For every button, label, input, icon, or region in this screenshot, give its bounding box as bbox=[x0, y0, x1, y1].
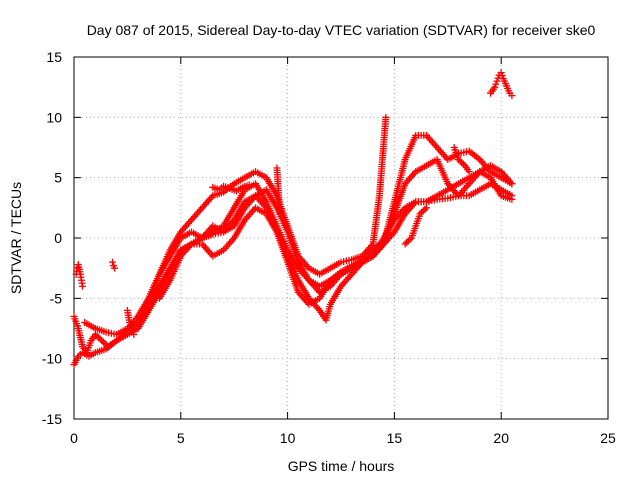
series-segment-3 bbox=[123, 306, 138, 339]
y-tick-label: -5 bbox=[50, 290, 63, 306]
data-point bbox=[493, 77, 501, 85]
data-point bbox=[382, 113, 390, 121]
data-point bbox=[508, 192, 516, 200]
series-track-e bbox=[155, 156, 516, 302]
data-marker bbox=[127, 321, 135, 329]
data-marker bbox=[421, 205, 429, 213]
data-marker bbox=[492, 80, 500, 88]
data-point bbox=[91, 331, 99, 339]
data-marker bbox=[404, 237, 412, 245]
data-point bbox=[416, 210, 424, 218]
data-point bbox=[128, 325, 136, 332]
data-marker bbox=[459, 160, 467, 168]
data-point bbox=[276, 210, 284, 218]
y-tick-label: 0 bbox=[54, 230, 62, 246]
y-tick-label: -15 bbox=[42, 411, 62, 427]
data-point bbox=[111, 264, 119, 272]
series-segment-8 bbox=[450, 144, 473, 176]
y-tick-label: 10 bbox=[46, 109, 62, 125]
data-point bbox=[245, 181, 253, 189]
data-marker bbox=[99, 338, 107, 346]
tick-labels: 0 5 10 15 20 25 -15 -10 -5 0 5 10 15 bbox=[42, 49, 616, 446]
data-marker bbox=[101, 340, 109, 348]
series-segment-7 bbox=[401, 204, 430, 248]
data-marker bbox=[456, 157, 464, 165]
data-point bbox=[508, 180, 516, 188]
x-tick-label: 15 bbox=[387, 430, 403, 446]
data-marker bbox=[418, 208, 426, 216]
series-segment-6 bbox=[487, 69, 516, 100]
data-point bbox=[508, 92, 516, 100]
chart-title: Day 087 of 2015, Sidereal Day-to-day VTE… bbox=[87, 22, 596, 38]
data-points bbox=[70, 69, 516, 369]
data-point bbox=[79, 282, 87, 290]
x-tick-label: 20 bbox=[493, 430, 509, 446]
data-marker bbox=[458, 159, 466, 167]
data-marker bbox=[95, 334, 103, 342]
grid bbox=[74, 57, 608, 419]
data-point bbox=[108, 258, 116, 266]
data-marker bbox=[403, 239, 411, 247]
data-marker bbox=[96, 335, 104, 343]
data-marker bbox=[93, 332, 101, 340]
y-axis-label: SDTVAR / TECUs bbox=[8, 182, 24, 294]
x-axis-label: GPS time / hours bbox=[288, 458, 395, 474]
series-segment-1 bbox=[72, 261, 87, 290]
x-tick-label: 5 bbox=[177, 430, 185, 446]
data-marker bbox=[419, 207, 427, 215]
data-point bbox=[401, 240, 409, 248]
data-point bbox=[130, 331, 138, 339]
data-point bbox=[465, 168, 473, 176]
x-tick-label: 25 bbox=[600, 430, 616, 446]
series-segment-4 bbox=[209, 181, 253, 195]
y-tick-label: 15 bbox=[46, 49, 62, 65]
data-point bbox=[422, 204, 430, 212]
series-segment-5 bbox=[273, 164, 284, 218]
x-tick-label: 10 bbox=[280, 430, 296, 446]
x-tick-label: 0 bbox=[70, 430, 78, 446]
data-marker bbox=[129, 328, 137, 336]
y-tick-label: 5 bbox=[54, 170, 62, 186]
axis-ticks bbox=[73, 56, 609, 420]
data-point bbox=[497, 69, 505, 77]
series-segment-2 bbox=[108, 258, 119, 272]
data-point bbox=[98, 337, 106, 345]
data-point bbox=[126, 318, 134, 326]
data-marker bbox=[406, 236, 414, 244]
data-marker bbox=[498, 72, 506, 80]
data-point bbox=[491, 83, 499, 91]
y-tick-label: -10 bbox=[42, 351, 62, 367]
data-point bbox=[454, 156, 462, 164]
